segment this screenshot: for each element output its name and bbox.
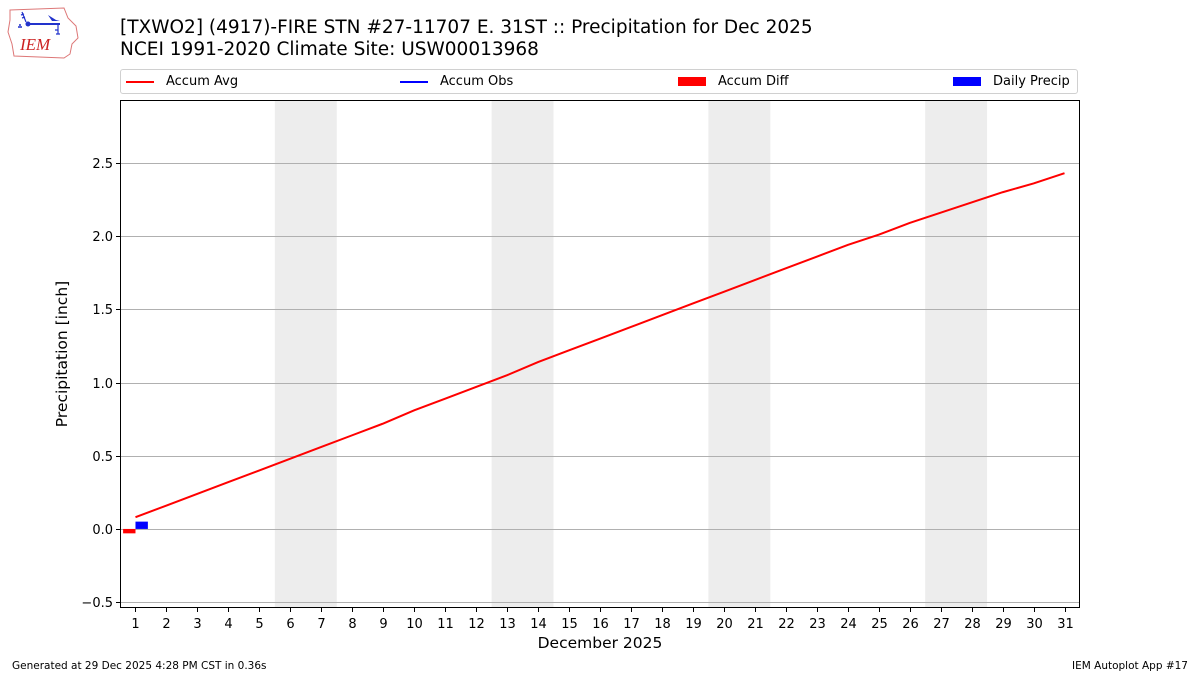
x-tick-label: 26 [902, 617, 919, 632]
x-tick-label: 5 [255, 617, 263, 632]
y-tick-label: 0.0 [92, 523, 113, 538]
accum-avg-line [135, 172, 1065, 519]
legend-item-accum-avg: Accum Avg [126, 70, 238, 93]
x-tick-label: 27 [933, 617, 950, 632]
weekend-bands [274, 100, 988, 608]
y-tick-label: 2.5 [92, 157, 113, 172]
y-tick-label: 1.5 [92, 303, 113, 318]
x-tick-label: 18 [654, 617, 671, 632]
x-axis: 1 2 3 4 5 6 7 8 9 10 11 12 13 14 15 16 17 18 19 20 21 22 23 24 2… [131, 608, 1074, 632]
plot-frame [120, 100, 1080, 608]
legend-label: Accum Obs [440, 74, 514, 89]
red-patch-swatch-icon [678, 77, 706, 86]
x-tick-label: 12 [468, 617, 485, 632]
y-axis-label: Precipitation [inch] [53, 280, 71, 428]
y-tick-label: 0.5 [92, 450, 113, 465]
x-tick-label: 4 [224, 617, 232, 632]
blue-patch-swatch-icon [953, 77, 981, 86]
legend-label: Accum Diff [718, 74, 789, 89]
y-gridlines [120, 163, 1080, 603]
legend-label: Accum Avg [166, 74, 239, 89]
daily-precip-bar [135, 521, 148, 529]
x-tick-label: 14 [530, 617, 547, 632]
legend-item-accum-obs: Accum Obs [400, 70, 513, 93]
legend-item-daily-precip: Daily Precip [953, 70, 1070, 93]
accum-diff-bar [123, 528, 136, 534]
blue-line-swatch-icon [400, 80, 428, 83]
weekend-band [708, 100, 771, 608]
x-tick-label: 23 [809, 617, 826, 632]
x-tick-label: 29 [995, 617, 1012, 632]
x-tick-label: 25 [871, 617, 888, 632]
x-tick-label: 10 [406, 617, 423, 632]
x-tick-label: 16 [592, 617, 609, 632]
x-tick-label: 1 [131, 617, 139, 632]
x-tick-label: 13 [499, 617, 516, 632]
x-tick-label: 11 [437, 617, 454, 632]
chart-title: [TXWO2] (4917)-FIRE STN #27-11707 E. 31S… [120, 17, 813, 61]
y-tick-label: 1.0 [92, 377, 113, 392]
red-line-swatch-icon [126, 80, 154, 83]
bars [123, 521, 148, 534]
x-tick-label: 24 [840, 617, 857, 632]
x-tick-label: 22 [778, 617, 795, 632]
legend-label: Daily Precip [993, 74, 1070, 89]
y-tick-label: 2.0 [92, 230, 113, 245]
x-tick-label: 28 [964, 617, 981, 632]
weekend-band [925, 100, 988, 608]
x-tick-label: 7 [317, 617, 325, 632]
weekend-band [491, 100, 554, 608]
legend-item-accum-diff: Accum Diff [678, 70, 789, 93]
x-tick-label: 17 [623, 617, 640, 632]
x-tick-label: 8 [348, 617, 356, 632]
logo-text: IEM [19, 35, 51, 54]
x-axis-label: December 2025 [537, 634, 663, 652]
x-tick-label: 21 [747, 617, 764, 632]
x-tick-label: 19 [685, 617, 702, 632]
x-tick-label: 30 [1026, 617, 1043, 632]
x-tick-label: 6 [286, 617, 294, 632]
iem-logo: IEM [7, 7, 79, 59]
title-line-2: NCEI 1991-2020 Climate Site: USW00013968 [120, 39, 539, 60]
x-tick-label: 3 [193, 617, 201, 632]
y-axis: −0.5 0.0 0.5 1.0 1.5 2.0 2.5 [81, 157, 120, 611]
title-line-1: [TXWO2] (4917)-FIRE STN #27-11707 E. 31S… [120, 17, 813, 38]
y-tick-label: −0.5 [81, 596, 113, 611]
x-tick-label: 9 [379, 617, 387, 632]
app-credit: IEM Autoplot App #17 [1072, 660, 1188, 672]
x-tick-label: 31 [1057, 617, 1074, 632]
x-tick-label: 15 [561, 617, 578, 632]
weekend-band [274, 100, 337, 608]
generated-timestamp: Generated at 29 Dec 2025 4:28 PM CST in … [12, 660, 267, 672]
legend: Accum Avg Accum Obs Accum Diff Daily Pre… [120, 69, 1078, 94]
x-tick-label: 20 [716, 617, 733, 632]
x-tick-label: 2 [162, 617, 170, 632]
